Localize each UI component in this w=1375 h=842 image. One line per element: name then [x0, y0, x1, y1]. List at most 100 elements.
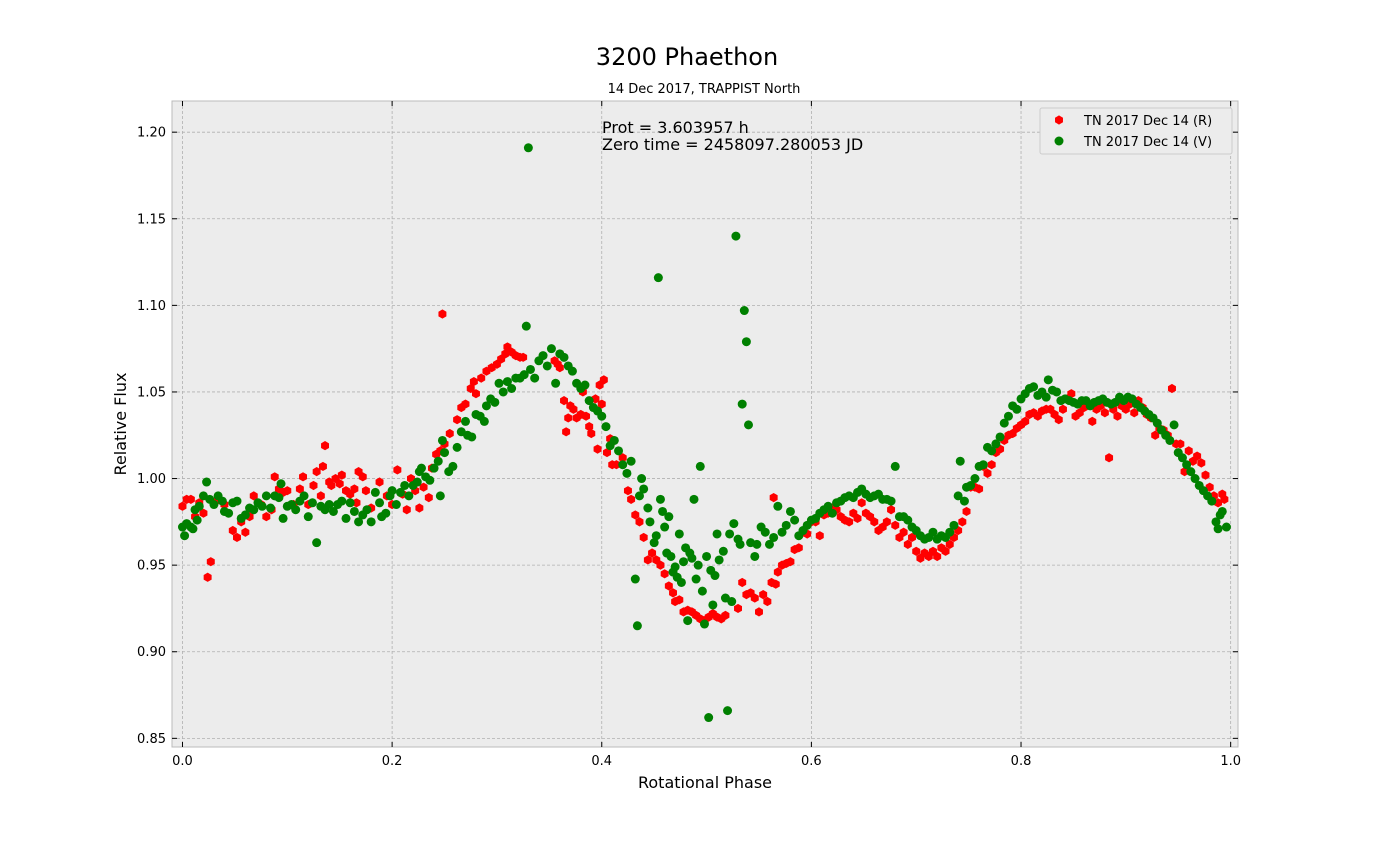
data-point-v	[180, 531, 190, 541]
data-point-r	[755, 607, 763, 617]
data-point-v	[1152, 418, 1162, 428]
data-point-r	[771, 579, 780, 589]
data-point-r	[975, 484, 984, 494]
data-point-r	[564, 413, 573, 423]
data-point-r	[1220, 494, 1229, 504]
data-point-v	[494, 378, 504, 388]
data-point-v	[387, 486, 397, 496]
data-point-r	[178, 501, 187, 511]
data-point-r	[763, 596, 772, 607]
legend-r-label: TN 2017 Dec 14 (R)	[1083, 114, 1212, 129]
data-point-v	[391, 500, 401, 510]
data-point-v	[666, 551, 676, 561]
data-point-v	[735, 539, 745, 549]
data-point-r	[656, 560, 665, 570]
data-point-v	[658, 506, 668, 516]
data-point-v	[752, 539, 762, 549]
x-tick-label: 0.4	[591, 754, 612, 769]
y-tick-labels: 0.85 0.90 0.95 1.00 1.05 1.10 1.15 1.20	[137, 126, 166, 747]
data-point-r	[186, 494, 195, 504]
series-v-points	[177, 143, 1231, 723]
legend-r-marker	[1055, 115, 1063, 125]
data-point-r	[206, 557, 215, 567]
data-point-v	[649, 538, 659, 548]
data-point-r	[908, 532, 916, 543]
legend-v-marker	[1054, 136, 1064, 146]
data-point-v	[1211, 517, 1221, 527]
data-point-v	[695, 461, 705, 471]
data-point-v	[440, 448, 450, 458]
data-point-v	[949, 520, 959, 530]
data-point-r	[1088, 416, 1097, 426]
data-point-r	[635, 517, 644, 527]
data-point-r	[585, 422, 594, 432]
data-point-v	[460, 416, 470, 426]
data-point-v	[490, 397, 500, 407]
data-point-v	[890, 461, 900, 471]
data-point-v	[739, 306, 749, 316]
x-axis-label: Rotational Phase	[638, 773, 772, 792]
data-point-r	[270, 472, 279, 482]
data-point-r	[1180, 467, 1189, 477]
data-point-v	[966, 480, 976, 490]
data-point-v	[1177, 453, 1187, 463]
data-point-v	[1003, 411, 1013, 421]
data-point-v	[781, 520, 791, 530]
data-point-r	[669, 588, 678, 598]
data-point-v	[991, 439, 1001, 449]
data-point-r	[375, 477, 384, 487]
data-point-r	[627, 494, 636, 504]
data-point-v	[769, 532, 779, 542]
data-point-v	[538, 351, 548, 361]
data-point-v	[626, 456, 636, 466]
data-point-v	[381, 508, 391, 518]
data-point-r	[438, 309, 447, 319]
data-point-v	[188, 524, 198, 534]
data-point-v	[209, 500, 219, 510]
data-point-v	[507, 384, 517, 393]
data-point-r	[335, 479, 344, 489]
data-point-r	[501, 349, 510, 359]
data-point-v	[750, 551, 760, 561]
data-point-v	[718, 546, 728, 556]
data-point-v	[192, 515, 202, 525]
data-point-r	[945, 539, 954, 549]
data-point-v	[660, 522, 670, 532]
data-point-r	[853, 513, 862, 523]
legend: TN 2017 Dec 14 (R) TN 2017 Dec 14 (V)	[1039, 107, 1233, 155]
data-point-r	[393, 465, 402, 475]
data-point-r	[469, 376, 478, 387]
data-point-v	[349, 506, 359, 516]
data-point-v	[1165, 435, 1175, 445]
data-point-r	[597, 399, 606, 409]
plot-area	[172, 101, 1238, 747]
annotation-zero-time: Zero time = 2458097.280053 JD	[602, 135, 863, 154]
data-point-v	[978, 460, 988, 470]
x-tick-label: 0.6	[801, 754, 822, 769]
data-point-v	[622, 468, 632, 478]
data-point-v	[1052, 387, 1062, 397]
data-point-v	[727, 597, 737, 607]
data-point-v	[1012, 404, 1022, 414]
data-point-r	[461, 399, 470, 409]
data-point-r	[1151, 430, 1160, 440]
data-point-v	[995, 432, 1005, 442]
legend-box	[1039, 107, 1233, 155]
data-point-r	[1130, 408, 1139, 418]
data-point-r	[569, 404, 578, 414]
data-point-v	[479, 416, 489, 426]
data-point-v	[1043, 375, 1053, 385]
data-point-r	[593, 444, 602, 454]
data-point-v	[687, 553, 697, 563]
data-point-r	[519, 352, 528, 362]
data-point-r	[555, 363, 564, 373]
data-point-v	[651, 531, 661, 541]
data-point-r	[283, 486, 292, 496]
data-point-v	[674, 529, 684, 539]
data-point-r	[612, 460, 621, 470]
data-point-r	[734, 603, 742, 614]
data-point-v	[637, 474, 647, 484]
data-point-r	[453, 415, 462, 425]
data-point-r	[445, 428, 454, 439]
data-point-r	[262, 512, 271, 522]
